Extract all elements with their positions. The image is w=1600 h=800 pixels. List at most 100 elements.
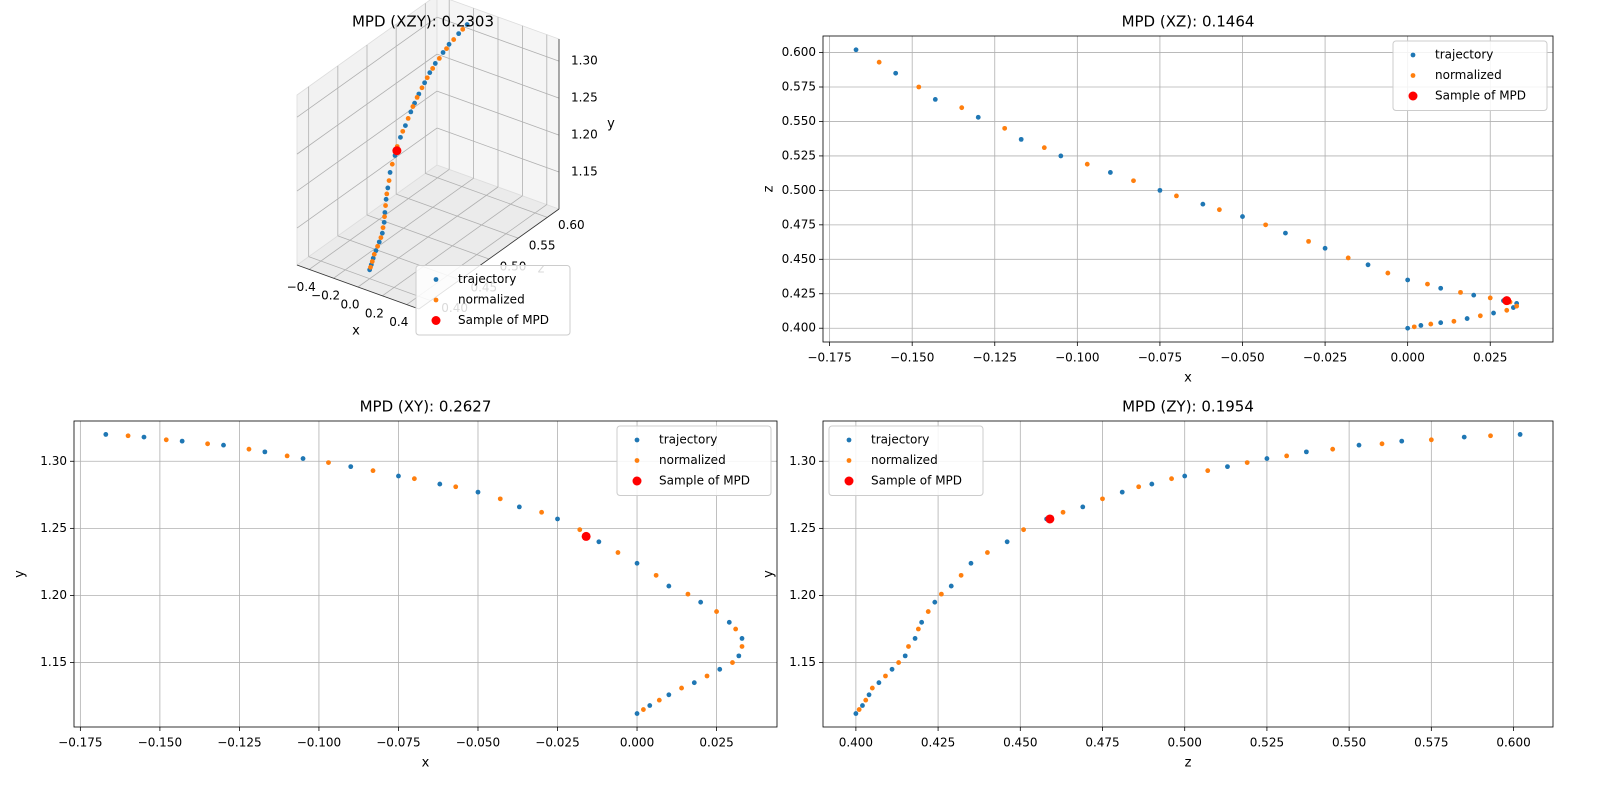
legend-label: Sample of MPD: [871, 474, 962, 488]
x-tick-label: −0.125: [973, 351, 1017, 365]
legend-label: normalized: [1435, 68, 1502, 82]
data-point: [902, 653, 908, 659]
x-tick-label: −0.4: [287, 280, 316, 294]
y-tick-label: 1.20: [789, 588, 816, 602]
data-point: [717, 666, 723, 672]
data-point: [348, 464, 354, 470]
data-point: [141, 434, 147, 440]
data-point: [300, 456, 306, 461]
data-point: [453, 484, 459, 490]
y-axis-label: z: [762, 185, 777, 192]
data-point: [387, 170, 393, 175]
data-point: [640, 707, 646, 712]
data-point: [679, 685, 684, 691]
data-point: [975, 114, 981, 120]
data-point: [1345, 255, 1351, 261]
data-point: [656, 697, 662, 703]
data-point: [1487, 295, 1493, 301]
data-point: [1058, 153, 1064, 159]
x-tick-label: 0.000: [1390, 351, 1424, 365]
data-point: [915, 626, 921, 632]
x-tick-label: 0.575: [1414, 736, 1448, 750]
data-point: [422, 80, 428, 86]
data-point: [1100, 496, 1105, 502]
x-tick-label: 0.0: [340, 298, 359, 312]
data-point: [382, 214, 387, 220]
data-point: [925, 609, 931, 614]
data-point: [1018, 136, 1024, 142]
x-tick-label: 0.400: [839, 736, 873, 750]
data-point: [1225, 464, 1230, 470]
data-point: [1004, 539, 1010, 545]
data-point: [1504, 307, 1510, 313]
data-point: [1411, 324, 1417, 330]
data-point: [1461, 434, 1467, 440]
y-tick-label: 1.25: [789, 521, 816, 535]
data-point: [410, 104, 416, 109]
x-tick-label: −0.025: [1303, 351, 1347, 365]
data-point: [1471, 292, 1477, 298]
data-point: [1136, 484, 1142, 490]
data-point: [1080, 504, 1086, 510]
y-tick-label: 0.550: [782, 114, 816, 128]
data-point: [1002, 125, 1008, 131]
x-tick-label: 0.025: [1473, 351, 1507, 365]
data-point: [1306, 238, 1311, 244]
y-tick-label: 0.525: [782, 148, 816, 162]
data-point: [876, 680, 882, 686]
data-point: [381, 219, 387, 225]
grid-line: [436, 16, 560, 62]
data-point: [1205, 468, 1211, 474]
legend-box: [1392, 40, 1548, 111]
data-point: [427, 70, 433, 76]
legend-marker: [1410, 52, 1416, 58]
data-point: [736, 653, 742, 659]
x-tick-label: −0.025: [535, 736, 579, 750]
data-point: [647, 703, 653, 708]
data-point: [704, 673, 710, 679]
legend-label: trajectory: [659, 433, 717, 447]
data-point: [1264, 456, 1270, 461]
data-point: [739, 644, 745, 649]
grid-line: [308, 256, 431, 302]
data-point: [475, 489, 481, 495]
data-point: [408, 109, 414, 115]
x-tick-label: −0.150: [890, 351, 934, 365]
chart-title: MPD (ZY): 0.1954: [1122, 398, 1254, 416]
data-point: [382, 210, 388, 215]
data-point: [883, 673, 888, 679]
data-point: [634, 711, 640, 716]
data-point: [916, 84, 922, 90]
data-point: [577, 527, 583, 533]
data-point: [398, 134, 403, 140]
grid-line: [366, 214, 490, 260]
legend-marker: [1408, 91, 1418, 101]
data-point: [516, 504, 522, 510]
y-tick-label: 1.20: [40, 588, 67, 602]
axes-frame: [822, 420, 1554, 728]
data-point: [378, 235, 384, 241]
data-point: [414, 94, 420, 100]
data-point: [205, 441, 211, 447]
data-point: [691, 680, 697, 686]
data-point: [1021, 527, 1026, 533]
data-point: [440, 50, 446, 55]
data-point: [581, 531, 591, 541]
data-point: [262, 449, 268, 455]
data-point: [698, 599, 704, 605]
axes-frame: [73, 420, 778, 728]
legend-marker: [632, 476, 642, 486]
data-point: [1182, 473, 1188, 479]
data-point: [446, 41, 452, 47]
grid-line: [436, 53, 560, 99]
x-tick-label: −0.050: [1220, 351, 1264, 365]
data-point: [1244, 460, 1250, 466]
data-point: [968, 560, 974, 566]
chart-title: MPD (XY): 0.2627: [360, 398, 492, 416]
data-point: [1514, 303, 1520, 309]
legend-label: Sample of MPD: [659, 474, 750, 488]
data-point: [866, 692, 872, 698]
data-point: [539, 509, 545, 515]
grid-line: [296, 16, 438, 118]
